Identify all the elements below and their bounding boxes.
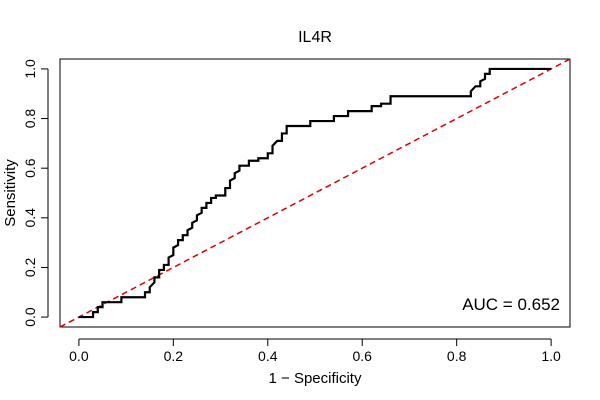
y-tick-label: 0.2 bbox=[22, 258, 38, 278]
y-tick-label: 0.0 bbox=[22, 307, 38, 327]
y-tick-label: 0.4 bbox=[22, 208, 38, 228]
y-tick-label: 1.0 bbox=[22, 59, 38, 79]
chart-title: IL4R bbox=[298, 29, 332, 46]
plot-frame bbox=[59, 58, 571, 328]
x-tick-label: 0.6 bbox=[352, 348, 372, 364]
x-tick-label: 0.8 bbox=[447, 348, 467, 364]
x-tick-label: 1.0 bbox=[541, 348, 561, 364]
roc-curve bbox=[78, 67, 552, 319]
auc-annotation: AUC = 0.652 bbox=[462, 295, 560, 314]
reference-line bbox=[59, 58, 571, 328]
y-tick-label: 0.8 bbox=[22, 109, 38, 129]
x-tick-label: 0.4 bbox=[258, 348, 278, 364]
plot-layer: 0.0 0.2 0.4 0.6 0.8 1.0 0.0 0.2 0.4 0.6 0.8 1.0 bbox=[22, 58, 571, 364]
y-axis-label: Sensitivity bbox=[2, 159, 19, 227]
x-tick-label: 0.2 bbox=[164, 348, 184, 364]
x-axis-label: 1 − Specificity bbox=[269, 370, 362, 387]
y-tick-label: 0.6 bbox=[22, 158, 38, 178]
x-tick-label: 0.0 bbox=[69, 348, 89, 364]
